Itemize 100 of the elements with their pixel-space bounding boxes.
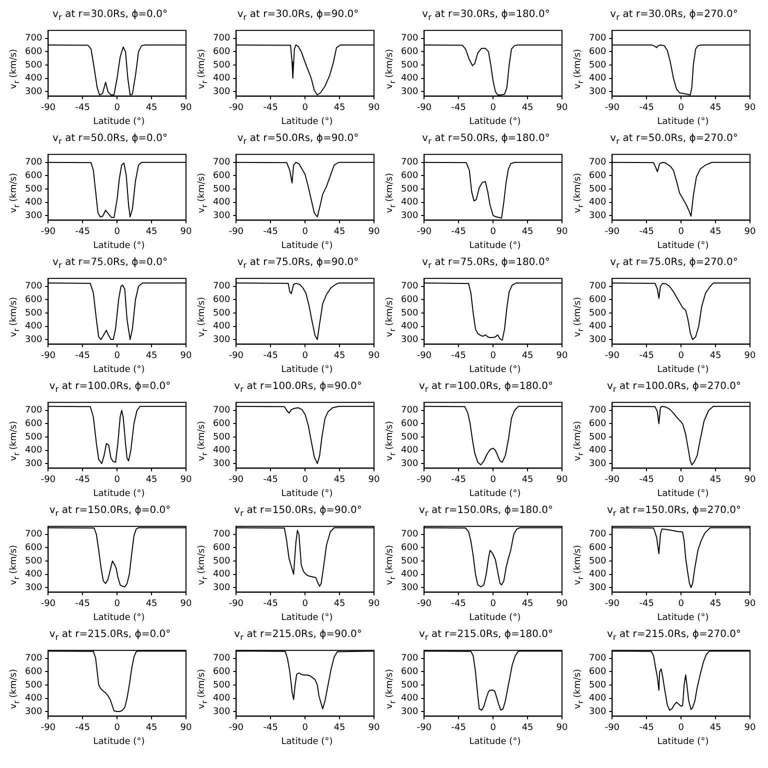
y-tick-label: 300 bbox=[588, 334, 606, 345]
y-tick-label: 700 bbox=[212, 654, 230, 664]
y-tick-label: 500 bbox=[212, 556, 230, 566]
y-tick-label: 600 bbox=[400, 47, 418, 58]
y-tick-label: 300 bbox=[212, 86, 230, 97]
y-tick-label: 700 bbox=[24, 158, 42, 168]
x-axis-title: Latitude (°) bbox=[468, 488, 522, 501]
x-tick-label: 90 bbox=[368, 474, 380, 485]
x-axis-title: Latitude (°) bbox=[468, 612, 522, 625]
y-tick-label: 300 bbox=[588, 458, 606, 469]
y-tick-label: 600 bbox=[212, 667, 230, 678]
y-tick-label: 700 bbox=[400, 282, 418, 292]
y-tick-label: 600 bbox=[588, 543, 606, 554]
x-axis-title: Latitude (°) bbox=[280, 488, 334, 501]
y-tick-label: 400 bbox=[400, 322, 418, 332]
y-tick-label: 400 bbox=[24, 446, 42, 456]
x-tick-label: 0 bbox=[490, 722, 496, 733]
y-tick-label: 400 bbox=[588, 694, 606, 704]
x-axis-title: Latitude (°) bbox=[92, 488, 146, 501]
x-tick-label: 90 bbox=[744, 474, 756, 485]
x-tick-label: 45 bbox=[146, 350, 158, 361]
y-tick-label: 300 bbox=[588, 706, 606, 717]
y-tick-label: 600 bbox=[588, 47, 606, 58]
y-tick-label: 500 bbox=[24, 184, 42, 194]
x-tick-label: -45 bbox=[75, 598, 90, 609]
y-tick-label: 300 bbox=[212, 706, 230, 717]
y-tick-label: 300 bbox=[24, 458, 42, 469]
y-tick-label: 300 bbox=[588, 86, 606, 97]
y-tick-label: 500 bbox=[588, 60, 606, 70]
x-tick-label: 45 bbox=[146, 226, 158, 237]
x-axis-title: Latitude (°) bbox=[280, 116, 334, 129]
x-tick-label: 45 bbox=[710, 722, 722, 733]
x-tick-label: -45 bbox=[75, 226, 90, 237]
y-tick-label: 600 bbox=[588, 171, 606, 182]
y-tick-label: 600 bbox=[588, 419, 606, 430]
y-tick-label: 500 bbox=[400, 680, 418, 690]
y-tick-label: 600 bbox=[400, 295, 418, 306]
y-tick-label: 700 bbox=[400, 654, 418, 664]
y-tick-label: 500 bbox=[212, 680, 230, 690]
chart-title: v$_{r}$ at r=150.0Rs, ϕ=180.0° bbox=[418, 504, 554, 518]
y-tick-label: 300 bbox=[400, 706, 418, 717]
chart-title: v$_{r}$ at r=30.0Rs, ϕ=90.0° bbox=[236, 8, 360, 22]
x-tick-label: 45 bbox=[522, 226, 534, 237]
y-tick-label: 700 bbox=[212, 158, 230, 168]
y-tick-label: 500 bbox=[24, 432, 42, 442]
y-tick-label: 700 bbox=[24, 34, 42, 44]
x-tick-label: 0 bbox=[302, 474, 308, 485]
x-tick-label: -90 bbox=[416, 598, 432, 609]
x-tick-label: 0 bbox=[302, 226, 308, 237]
x-tick-label: 0 bbox=[490, 350, 496, 361]
x-tick-label: 45 bbox=[522, 598, 534, 609]
x-tick-label: -45 bbox=[75, 350, 90, 361]
x-tick-label: -45 bbox=[75, 722, 90, 733]
chart-title: v$_{r}$ at r=75.0Rs, ϕ=270.0° bbox=[609, 256, 739, 270]
y-tick-label: 400 bbox=[212, 694, 230, 704]
y-tick-label: 500 bbox=[212, 432, 230, 442]
x-tick-label: -90 bbox=[228, 102, 244, 113]
y-tick-label: 300 bbox=[400, 582, 418, 593]
y-tick-label: 300 bbox=[212, 458, 230, 469]
x-tick-label: 90 bbox=[368, 226, 380, 237]
x-tick-label: 90 bbox=[368, 598, 380, 609]
x-tick-label: 90 bbox=[368, 102, 380, 113]
x-tick-label: -45 bbox=[451, 226, 466, 237]
y-tick-label: 600 bbox=[212, 295, 230, 306]
y-tick-label: 400 bbox=[212, 570, 230, 580]
chart-title: v$_{r}$ at r=150.0Rs, ϕ=0.0° bbox=[48, 504, 172, 518]
x-tick-label: -90 bbox=[604, 350, 620, 361]
x-tick-label: -45 bbox=[75, 474, 90, 485]
x-tick-label: 0 bbox=[490, 226, 496, 237]
x-tick-label: 45 bbox=[334, 350, 346, 361]
x-axis-title: Latitude (°) bbox=[468, 364, 522, 377]
x-tick-label: 0 bbox=[490, 102, 496, 113]
x-axis-title: Latitude (°) bbox=[468, 736, 522, 749]
x-axis-title: Latitude (°) bbox=[92, 364, 146, 377]
y-tick-label: 400 bbox=[212, 74, 230, 84]
x-tick-label: -90 bbox=[40, 350, 56, 361]
chart-title: v$_{r}$ at r=150.0Rs, ϕ=270.0° bbox=[606, 504, 742, 518]
y-tick-label: 400 bbox=[400, 570, 418, 580]
x-tick-label: 45 bbox=[334, 722, 346, 733]
y-tick-label: 700 bbox=[400, 406, 418, 416]
chart-title: v$_{r}$ at r=50.0Rs, ϕ=270.0° bbox=[609, 132, 739, 146]
x-tick-label: -45 bbox=[451, 102, 466, 113]
x-tick-label: -45 bbox=[451, 474, 466, 485]
y-tick-label: 500 bbox=[24, 60, 42, 70]
x-tick-label: 0 bbox=[114, 350, 120, 361]
y-tick-label: 400 bbox=[588, 322, 606, 332]
x-tick-label: -90 bbox=[228, 722, 244, 733]
chart-title: v$_{r}$ at r=150.0Rs, ϕ=90.0° bbox=[233, 504, 363, 518]
x-axis-title: Latitude (°) bbox=[656, 364, 710, 377]
y-tick-label: 500 bbox=[24, 556, 42, 566]
y-tick-label: 600 bbox=[24, 543, 42, 554]
x-tick-label: -45 bbox=[263, 102, 278, 113]
y-tick-label: 600 bbox=[400, 419, 418, 430]
x-tick-label: -45 bbox=[263, 474, 278, 485]
x-axis-title: Latitude (°) bbox=[656, 240, 710, 253]
y-tick-label: 600 bbox=[24, 667, 42, 678]
y-tick-label: 400 bbox=[24, 74, 42, 84]
x-tick-label: 90 bbox=[556, 598, 568, 609]
chart-title: v$_{r}$ at r=215.0Rs, ϕ=270.0° bbox=[606, 628, 742, 642]
y-tick-label: 400 bbox=[212, 198, 230, 208]
